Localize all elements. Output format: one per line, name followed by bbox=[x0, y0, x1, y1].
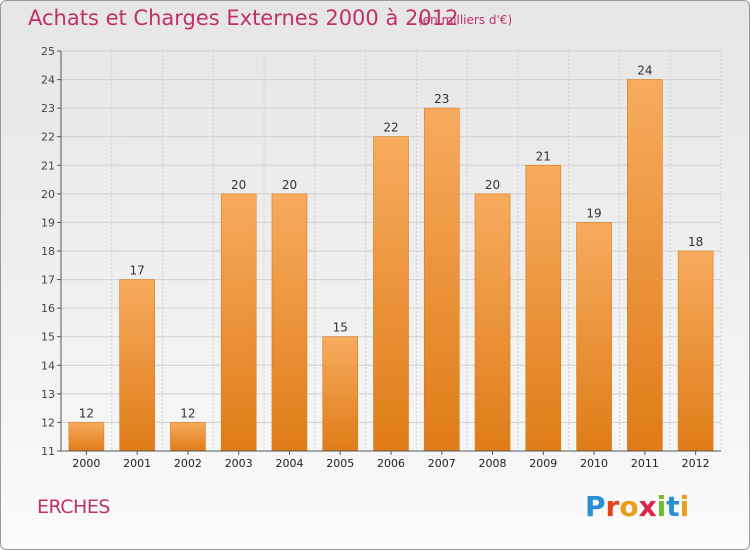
y-tick-label: 18 bbox=[41, 245, 55, 258]
axes: 11 12 13 14 15 16 17 18 19 20 21 22 23 24 25 2000 2001 20… bbox=[41, 45, 721, 470]
y-tick-label: 21 bbox=[41, 159, 55, 172]
chart-subtitle: (en milliers d'€) bbox=[418, 13, 513, 27]
x-tick-label: 2002 bbox=[174, 457, 202, 470]
y-tick-label: 11 bbox=[41, 445, 55, 458]
x-tick-label: 2008 bbox=[479, 457, 507, 470]
y-tick-label: 16 bbox=[41, 302, 55, 315]
data-label: 17 bbox=[130, 264, 145, 278]
y-tick-label: 13 bbox=[41, 388, 55, 401]
data-label: 12 bbox=[79, 406, 94, 420]
y-tick-label: 15 bbox=[41, 331, 55, 344]
y-tick-label: 12 bbox=[41, 416, 55, 429]
x-tick-label: 2007 bbox=[428, 457, 456, 470]
x-tick-label: 2005 bbox=[326, 457, 354, 470]
x-tick-label: 2003 bbox=[225, 457, 253, 470]
bar-2008 bbox=[474, 193, 511, 452]
data-label: 20 bbox=[231, 178, 246, 192]
data-label: 18 bbox=[688, 235, 703, 249]
data-label: 20 bbox=[282, 178, 297, 192]
y-tick-label: 24 bbox=[41, 74, 55, 87]
data-label: 15 bbox=[333, 321, 348, 335]
bar-2009 bbox=[525, 164, 562, 452]
proxiti-logo: Proxiti bbox=[585, 490, 689, 523]
data-label: 22 bbox=[383, 121, 398, 135]
bar-2005 bbox=[322, 336, 359, 452]
svg-text:Proxiti: Proxiti bbox=[585, 490, 689, 523]
data-label: 21 bbox=[536, 149, 551, 163]
bar-2000 bbox=[68, 422, 105, 452]
y-tick-label: 22 bbox=[41, 131, 55, 144]
data-label: 19 bbox=[586, 206, 601, 220]
y-tick-label: 20 bbox=[41, 188, 55, 201]
y-tick-label: 23 bbox=[41, 102, 55, 115]
bar-2007 bbox=[423, 107, 460, 452]
bar-2003 bbox=[220, 193, 257, 452]
x-tick-label: 2012 bbox=[682, 457, 710, 470]
bar-2010 bbox=[576, 222, 612, 452]
data-label: 20 bbox=[485, 178, 500, 192]
commune-name: ERCHES bbox=[37, 496, 110, 518]
data-label: 24 bbox=[637, 64, 652, 78]
bar-2002 bbox=[170, 422, 206, 452]
bar-2001 bbox=[119, 279, 155, 452]
y-tick-label: 25 bbox=[41, 45, 55, 58]
x-tick-label: 2011 bbox=[631, 457, 659, 470]
y-tick-label: 19 bbox=[41, 216, 55, 229]
bar-2011 bbox=[627, 79, 663, 452]
chart-title: Achats et Charges Externes 2000 à 2012 bbox=[28, 6, 459, 30]
x-tick-label: 2001 bbox=[123, 457, 151, 470]
x-tick-label: 2009 bbox=[529, 457, 557, 470]
bars: 12 17 12 20 20 15 22 23 20 21 19 24 18 bbox=[68, 64, 714, 452]
y-tick-label: 14 bbox=[41, 359, 55, 372]
bar-2012 bbox=[677, 250, 714, 452]
bar-2006 bbox=[373, 136, 409, 452]
bar-2004 bbox=[271, 193, 308, 452]
y-tick-label: 17 bbox=[41, 274, 55, 287]
data-label: 12 bbox=[180, 406, 195, 420]
x-tick-label: 2010 bbox=[580, 457, 608, 470]
x-tick-label: 2006 bbox=[377, 457, 405, 470]
x-tick-label: 2000 bbox=[72, 457, 100, 470]
data-label: 23 bbox=[434, 92, 449, 106]
x-tick-label: 2004 bbox=[275, 457, 303, 470]
